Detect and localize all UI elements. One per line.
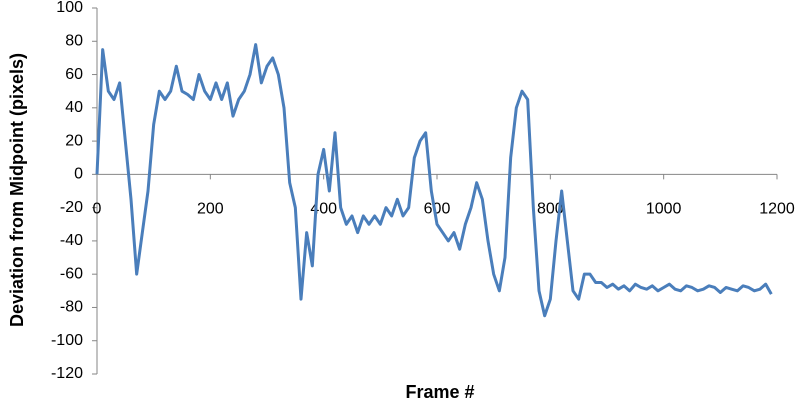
y-tick-label: 80: [65, 32, 83, 49]
y-tick-label: 20: [65, 132, 83, 149]
y-tick-label: -40: [60, 232, 83, 249]
y-tick-label: -20: [60, 199, 83, 216]
y-tick-label: 40: [65, 99, 83, 116]
y-tick-label: -120: [51, 365, 83, 382]
x-tick-label: 200: [197, 201, 224, 218]
y-tick-label: 60: [65, 66, 83, 83]
data-line: [95, 43, 773, 318]
x-axis-title: Frame #: [405, 382, 474, 402]
y-tick-label: -80: [60, 299, 83, 316]
x-tick-label: 1000: [646, 201, 682, 218]
x-tick-label: 1200: [759, 201, 795, 218]
y-tick-label: -60: [60, 265, 83, 282]
y-tick-label: 100: [56, 0, 83, 16]
y-tick-label: 0: [74, 166, 83, 183]
y-axis-title: Deviation from Midpoint (pixels): [7, 53, 27, 327]
x-tick-label: 600: [424, 201, 451, 218]
y-tick-label: -100: [51, 332, 83, 349]
x-tick-label: 800: [537, 201, 564, 218]
x-tick-label: 0: [93, 201, 102, 218]
